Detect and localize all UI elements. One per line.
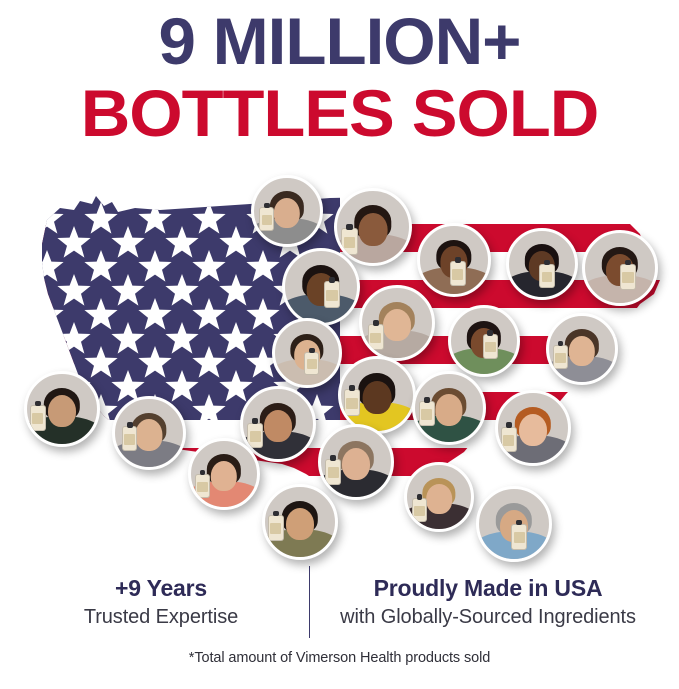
testimonial-photo bbox=[448, 305, 520, 377]
product-bottle-icon bbox=[620, 259, 636, 290]
product-bottle-icon bbox=[343, 384, 361, 416]
testimonial-photo bbox=[506, 228, 578, 300]
footer-left-column: +9 Years Trusted Expertise bbox=[17, 573, 305, 631]
testimonial-photo bbox=[24, 371, 100, 447]
photo-face bbox=[135, 419, 163, 451]
product-bottle-icon bbox=[412, 494, 427, 523]
product-bottle-icon bbox=[482, 330, 498, 359]
photo-face bbox=[342, 448, 370, 481]
testimonial-photo bbox=[359, 285, 435, 361]
photo-face bbox=[273, 197, 301, 229]
headline-line-1: 9 MILLION+ bbox=[158, 4, 522, 78]
photo-face bbox=[519, 414, 547, 447]
testimonial-photo bbox=[546, 313, 618, 385]
headline-block: 9 MILLION+ BOTTLES SOLD bbox=[0, 0, 679, 148]
years-subtext: Trusted Expertise bbox=[83, 606, 239, 628]
product-bottle-icon bbox=[367, 320, 384, 351]
headline-line-2: BOTTLES SOLD bbox=[80, 76, 600, 150]
product-bottle-icon bbox=[121, 422, 138, 452]
testimonial-photo bbox=[417, 223, 491, 297]
testimonial-photo bbox=[338, 356, 416, 434]
testimonial-photo bbox=[188, 438, 260, 510]
testimonial-photo bbox=[404, 462, 474, 532]
photo-face bbox=[383, 309, 411, 342]
product-bottle-icon bbox=[247, 418, 264, 449]
photo-face bbox=[568, 335, 596, 367]
product-bottle-icon bbox=[552, 341, 569, 370]
photo-face bbox=[286, 508, 314, 541]
testimonial-photo bbox=[272, 318, 342, 388]
testimonial-photo bbox=[334, 188, 412, 266]
testimonial-photo bbox=[251, 175, 323, 247]
testimonial-photo bbox=[476, 486, 552, 562]
made-in-usa-headline: Proudly Made in USA bbox=[373, 575, 603, 601]
product-bottle-icon bbox=[449, 257, 466, 287]
product-bottle-icon bbox=[194, 470, 211, 499]
testimonial-photo bbox=[582, 230, 658, 306]
testimonial-photo bbox=[240, 386, 316, 462]
footnote: *Total amount of Vimerson Health product… bbox=[188, 650, 491, 666]
photo-face bbox=[48, 395, 76, 428]
made-in-usa-subtext: with Globally-Sourced Ingredients bbox=[340, 606, 636, 628]
photo-face bbox=[362, 380, 392, 414]
photo-face bbox=[264, 410, 292, 443]
product-bottle-icon bbox=[500, 422, 517, 453]
product-bottle-icon bbox=[267, 510, 284, 541]
product-bottle-icon bbox=[259, 203, 275, 232]
footer-divider bbox=[309, 566, 310, 638]
testimonial-photo-cluster bbox=[0, 168, 679, 562]
testimonial-photo bbox=[262, 484, 338, 560]
product-bottle-icon bbox=[304, 347, 320, 376]
product-bottle-icon bbox=[539, 260, 555, 289]
footer-right-column: Proudly Made in USA with Globally-Source… bbox=[314, 573, 662, 631]
footer-block: +9 Years Trusted Expertise Proudly Made … bbox=[0, 566, 679, 638]
product-bottle-icon bbox=[341, 223, 358, 255]
product-bottle-icon bbox=[29, 400, 46, 431]
testimonial-photo bbox=[112, 396, 186, 470]
photo-face bbox=[358, 212, 388, 246]
testimonial-photo bbox=[412, 371, 486, 445]
testimonial-photo bbox=[282, 248, 360, 326]
product-bottle-icon bbox=[323, 276, 341, 308]
photo-face bbox=[435, 394, 463, 426]
product-bottle-icon bbox=[511, 519, 528, 550]
photo-face bbox=[426, 484, 452, 514]
testimonial-photo bbox=[318, 424, 394, 500]
product-bottle-icon bbox=[419, 397, 435, 427]
product-bottle-icon bbox=[325, 454, 342, 485]
testimonial-photo bbox=[495, 390, 571, 466]
photo-face bbox=[210, 460, 238, 492]
years-headline: +9 Years bbox=[115, 575, 207, 601]
